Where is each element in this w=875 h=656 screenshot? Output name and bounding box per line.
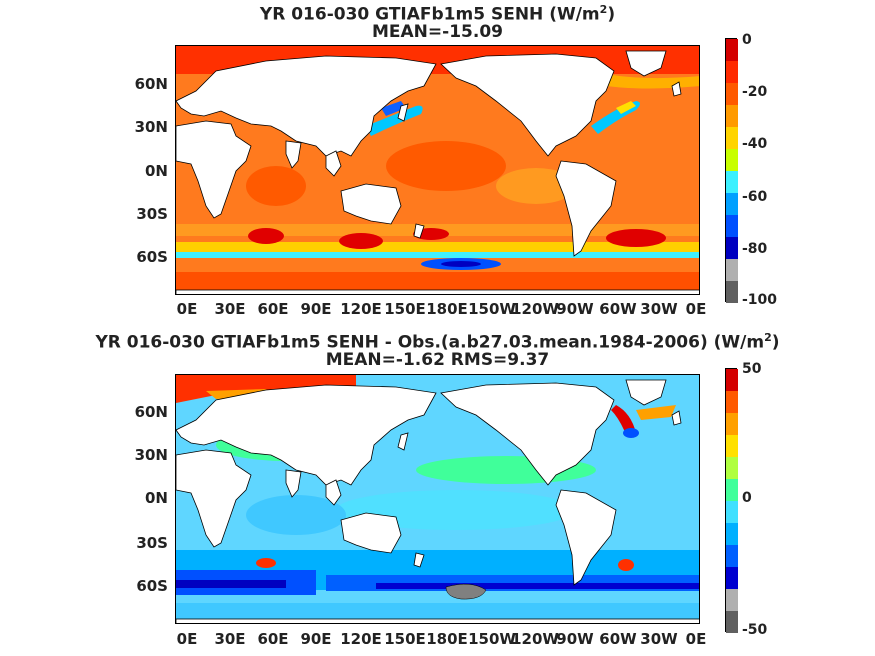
colorbar-swatch [726, 259, 738, 282]
map1-colorbar [725, 38, 738, 303]
map1-ytick-60s: 60S [136, 248, 168, 266]
colorbar-swatch [726, 215, 738, 238]
map2-plot [175, 374, 700, 624]
map1-xtick: 30W [640, 300, 678, 318]
map2-xtick: 180E [426, 630, 468, 648]
colorbar-swatch [726, 61, 738, 84]
map2-ytick-60n: 60N [134, 403, 168, 421]
map1-xtick: 90E [300, 300, 332, 318]
colorbar-swatch [726, 523, 738, 546]
map1-colorbar-label: -20 [742, 84, 768, 100]
map1-xtick: 60W [599, 300, 637, 318]
map2-title-line2: MEAN=-1.62 RMS=9.37 [325, 350, 550, 370]
map2-xtick: 0E [176, 630, 198, 648]
map1-ytick-30s: 30S [136, 205, 168, 223]
map1-title-line2: MEAN=-15.09 [372, 22, 503, 42]
colorbar-swatch [726, 545, 738, 568]
colorbar-swatch [726, 171, 738, 194]
colorbar-swatch [726, 149, 738, 172]
map1-xtick: 150E [384, 300, 426, 318]
map2-xtick: 60W [599, 630, 637, 648]
map1-colorbar-label: 0 [742, 32, 752, 48]
map1-ytick-0n: 0N [145, 162, 168, 180]
map1-xtick: 30E [214, 300, 246, 318]
map1-land [176, 50, 699, 294]
colorbar-swatch [726, 237, 738, 260]
map1-colorbar-label: -40 [742, 136, 768, 152]
map2-xtick: 0E [685, 630, 707, 648]
map2-ytick-60s: 60S [136, 577, 168, 595]
colorbar-swatch [726, 501, 738, 524]
map1-ytick-30n: 30N [134, 118, 168, 136]
colorbar-swatch [726, 457, 738, 480]
map1-xtick: 60E [257, 300, 289, 318]
colorbar-swatch [726, 567, 738, 590]
colorbar-swatch [726, 479, 738, 502]
colorbar-swatch [726, 369, 738, 392]
map2-ytick-0n: 0N [145, 489, 168, 507]
colorbar-swatch [726, 127, 738, 150]
map2-colorbar [725, 368, 738, 633]
map2-ytick-30n: 30N [134, 446, 168, 464]
map2-gulf-stream-red [611, 405, 636, 435]
map1-plot [175, 45, 700, 295]
colorbar-swatch [726, 193, 738, 216]
map1-xtick: 0E [176, 300, 198, 318]
map2-colorbar-label: 50 [742, 361, 762, 377]
map2-xtick: 90E [300, 630, 332, 648]
colorbar-swatch [726, 589, 738, 612]
map2-land [176, 379, 699, 623]
colorbar-swatch [726, 39, 738, 62]
map1-title-line1: YR 016-030 GTIAFb1m5 SENH (W/m2) [259, 3, 616, 25]
map2-xtick: 120E [340, 630, 382, 648]
colorbar-swatch [726, 391, 738, 414]
map2-title-line1: YR 016-030 GTIAFb1m5 SENH - Obs.(a.b27.0… [95, 331, 780, 353]
map1-xtick: 90W [556, 300, 594, 318]
map1-field [176, 46, 699, 294]
map2-xtick: 150W [468, 630, 516, 648]
colorbar-swatch [726, 105, 738, 128]
map1-kuroshio [366, 105, 423, 136]
colorbar-swatch [726, 281, 738, 303]
map1-colorbar-swatches [726, 39, 738, 303]
colorbar-swatch [726, 435, 738, 458]
map1-colorbar-label: -60 [742, 189, 768, 205]
map2-grey-offscale [445, 583, 487, 600]
map1-colorbar-label: -100 [742, 292, 778, 308]
map2-field [176, 375, 699, 623]
map1-xtick: 150W [468, 300, 516, 318]
map1-xtick: 180E [426, 300, 468, 318]
map2-xtick: 30W [640, 630, 678, 648]
map2-xtick: 60E [257, 630, 289, 648]
map1-ytick-60n: 60N [134, 75, 168, 93]
map1-xtick: 120W [511, 300, 559, 318]
map2-colorbar-label: 0 [742, 490, 752, 506]
map2-ytick-30s: 30S [136, 534, 168, 552]
colorbar-swatch [726, 413, 738, 436]
map1-xtick: 120E [340, 300, 382, 318]
map2-xtick: 150E [384, 630, 426, 648]
map1-xtick: 0E [685, 300, 707, 318]
map2-xtick: 120W [511, 630, 559, 648]
map2-xtick: 90W [556, 630, 594, 648]
map1-colorbar-label: -80 [742, 241, 768, 257]
map2-colorbar-swatches [726, 369, 738, 633]
colorbar-swatch [726, 611, 738, 633]
map2-xtick: 30E [214, 630, 246, 648]
map2-colorbar-label: -50 [742, 622, 768, 638]
colorbar-swatch [726, 83, 738, 106]
